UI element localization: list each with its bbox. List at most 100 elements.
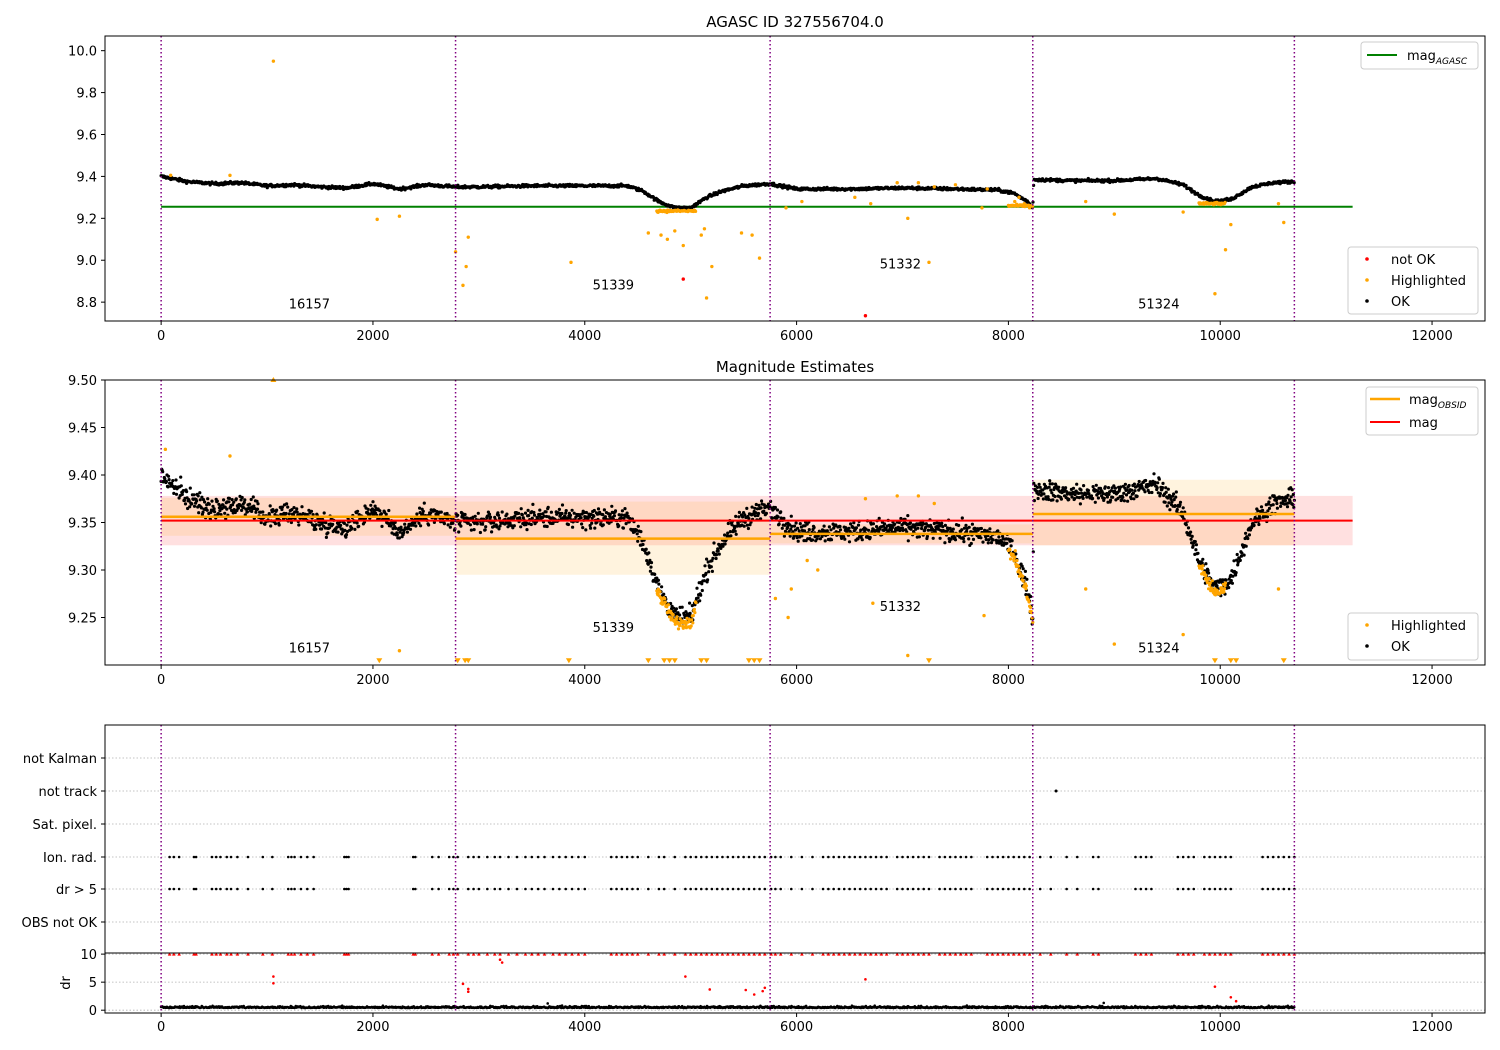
ok-point (1234, 571, 1238, 575)
ok-point (598, 510, 602, 514)
ion-rad-point (343, 855, 346, 859)
ok-point (439, 510, 443, 514)
dr-clipped-marker (662, 952, 667, 956)
ok-point (1093, 500, 1097, 504)
highlighted-point (1031, 620, 1035, 624)
highlighted-point (684, 622, 688, 627)
ion-rad-point (922, 855, 925, 859)
ok-point (408, 527, 413, 531)
ok-point (1239, 554, 1243, 558)
highlighted-point (1013, 549, 1017, 553)
highlighted-point (673, 620, 677, 624)
dr-clipped-marker (842, 952, 847, 956)
ok-point (580, 522, 584, 526)
ok-point (707, 570, 711, 574)
ion-rad-point (848, 855, 851, 859)
ok-point (1173, 504, 1177, 508)
ok-point (953, 538, 958, 542)
ok-point (674, 607, 679, 611)
ion-rad-point (414, 855, 417, 859)
ok-point (877, 516, 881, 521)
dr-clipped-marker (1229, 952, 1233, 956)
x-tick-label: 10000 (1200, 673, 1241, 688)
dr-gt-5-point (954, 887, 957, 891)
ion-rad-point (1028, 855, 1031, 859)
ok-point (743, 513, 747, 517)
ok-point (212, 507, 216, 511)
ok-point (706, 560, 710, 564)
ok-point (653, 572, 657, 577)
ok-point (1051, 498, 1055, 502)
dr-gt-5-point (636, 887, 640, 891)
ok-point (1175, 507, 1179, 512)
dr-clipped-marker (1202, 952, 1207, 956)
ok-point (225, 507, 229, 511)
highlighted-point (1210, 579, 1214, 583)
ok-point (1172, 492, 1176, 496)
ok-point (1001, 534, 1005, 538)
dr-clipped-marker (1038, 952, 1042, 956)
dr-gt-5-point (1007, 887, 1010, 891)
dr-clipped-marker (498, 952, 502, 956)
dr-gt-5-point (625, 887, 629, 891)
dr-gt-5-point (821, 887, 825, 891)
ok-point (750, 505, 754, 509)
ok-point (327, 526, 332, 530)
dr-clipped-marker (921, 952, 926, 956)
dr-clipped-marker (557, 952, 562, 956)
ok-point (541, 512, 545, 516)
highlighted-point (685, 616, 689, 621)
highlighted-point (1222, 590, 1226, 594)
ok-point (754, 511, 758, 515)
x-tick-label: 0 (157, 673, 165, 688)
ok-point (802, 529, 807, 533)
highlighted-point (1024, 584, 1028, 588)
dr-clipped-marker (506, 952, 511, 956)
ok-point (289, 520, 293, 525)
ok-point (1073, 497, 1077, 501)
ok-point (496, 513, 501, 517)
highlighted-point (1204, 573, 1208, 578)
panel-agasc-title: AGASC ID 327556704.0 (706, 13, 884, 31)
ion-rad-point (774, 855, 777, 859)
ion-rad-point (662, 855, 666, 859)
ok-point (1123, 482, 1127, 486)
ok-point (1127, 483, 1131, 488)
highlighted-point (1202, 571, 1206, 575)
ok-point (590, 521, 594, 525)
ok-point (394, 526, 398, 531)
ion-rad-point (524, 855, 527, 859)
ok-point (263, 522, 267, 526)
ok-point (196, 494, 200, 498)
dr-clipped-marker (229, 952, 233, 956)
dr-clipped-marker (826, 952, 831, 956)
highlighted-point (916, 494, 921, 498)
ok-point (307, 508, 311, 512)
ok-point (645, 559, 649, 563)
ok-point (1009, 544, 1013, 548)
panel-estimates-obsid-boundaries (160, 380, 1296, 665)
ok-point (1283, 499, 1287, 503)
ok-point (621, 526, 626, 530)
dr-clipped-marker (235, 952, 240, 956)
highlighted-point (693, 611, 697, 615)
dr-gt-5-point (214, 887, 218, 891)
ok-point (1257, 514, 1261, 518)
ok-point (729, 534, 733, 538)
ok-point (393, 520, 397, 525)
ok-point (250, 509, 254, 513)
ok-point (560, 511, 564, 516)
dr-gt-5-point (1001, 887, 1005, 891)
ok-point (421, 512, 425, 516)
dr-clipped-marker (858, 952, 862, 956)
ok-point (1196, 551, 1200, 555)
dr-clipped-marker (167, 952, 172, 956)
highlighted-point (1016, 564, 1021, 568)
ok-point (399, 525, 403, 529)
highlighted-point (927, 260, 931, 265)
ok-point (1160, 486, 1165, 490)
ok-point (568, 513, 573, 518)
ok-point (1122, 491, 1126, 495)
ok-point (1037, 482, 1041, 486)
